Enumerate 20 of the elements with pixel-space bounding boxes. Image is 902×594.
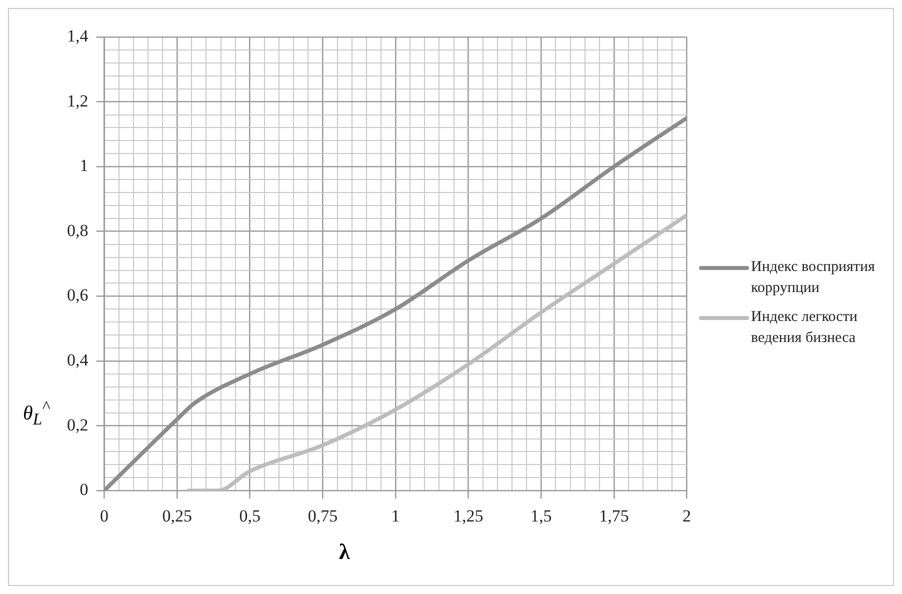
x-tick-label: 0 <box>100 506 108 526</box>
y-tick-label: 0,8 <box>67 220 88 240</box>
x-axis-title: λ <box>339 539 350 565</box>
y-tick-label: 0,6 <box>67 286 88 305</box>
x-tick-label: 1 <box>391 506 400 526</box>
y-tick-label: 1,2 <box>67 91 88 110</box>
x-tick-label: 0,5 <box>239 506 260 526</box>
x-tick-label: 0,75 <box>308 506 338 526</box>
y-tick-label: 0,2 <box>67 415 88 434</box>
y-tick-label: 0 <box>80 480 88 500</box>
x-tick-label: 1,75 <box>599 506 629 526</box>
y-tick-label: 1 <box>80 156 88 176</box>
x-tick-label: 2 <box>682 506 691 526</box>
legend-label: Индекс легкости ведения бизнеса <box>751 308 858 348</box>
x-tick-label: 0,25 <box>162 506 192 526</box>
legend-label: Индекс восприятия коррупции <box>751 258 876 298</box>
y-tick-label: 0,4 <box>67 350 89 370</box>
x-tick-label: 1,25 <box>453 506 484 526</box>
y-tick-label: 1,4 <box>67 26 89 46</box>
x-tick-label: 1,5 <box>530 506 552 526</box>
